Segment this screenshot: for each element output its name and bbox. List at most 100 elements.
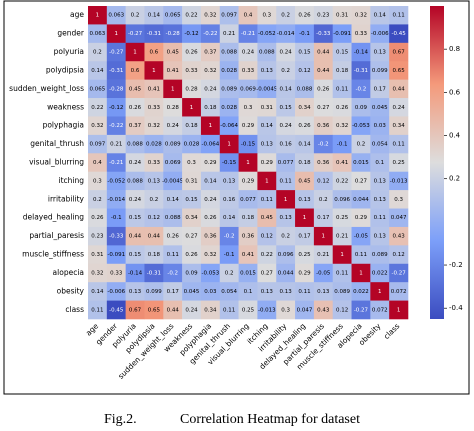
heatmap-cell	[200, 190, 221, 209]
heatmap-cell	[332, 116, 352, 136]
cell-label: -0.1	[224, 252, 235, 258]
heatmap-cell	[389, 134, 409, 154]
heatmap-cell	[389, 116, 409, 136]
heatmap-cell	[182, 263, 202, 283]
heatmap-cell	[313, 153, 334, 173]
cell-label: -0.052	[258, 31, 276, 37]
heatmap-cell	[351, 116, 371, 136]
cell-label: 0.14	[374, 13, 387, 19]
heatmap-cell	[295, 42, 315, 62]
heatmap-cell	[351, 153, 371, 173]
cell-label: 0.22	[185, 13, 197, 19]
cell-label: -0.31	[354, 68, 368, 74]
heatmap-cell	[219, 263, 239, 283]
heatmap-cell	[125, 300, 145, 320]
heatmap-cell	[163, 300, 183, 320]
y-tick-label: polyphagia	[43, 121, 84, 130]
heatmap-cell	[257, 6, 277, 25]
cell-label: 0.13	[223, 178, 236, 184]
heatmap-cell	[257, 153, 277, 173]
cell-label: 0.088	[221, 50, 237, 56]
cell-label: 0.13	[374, 50, 387, 56]
heatmap-cell	[313, 79, 334, 99]
cell-label: 0.26	[298, 123, 311, 129]
heatmap-cell	[332, 245, 352, 265]
cell-label: 0.096	[278, 252, 294, 258]
heatmap-cell	[88, 282, 108, 301]
heatmap-cell	[88, 263, 108, 283]
heatmap-cell	[295, 153, 315, 173]
cell-label: 0.17	[374, 86, 387, 92]
cell-label: 0.099	[146, 289, 162, 295]
heatmap-cell	[351, 300, 371, 320]
heatmap-cell	[313, 226, 334, 246]
cell-label: 0.36	[317, 160, 330, 166]
heatmap-cell	[106, 98, 126, 117]
heatmap-cell	[106, 300, 126, 320]
colorbar-tick-label: -0.2	[449, 261, 463, 269]
heatmap-cell	[163, 245, 183, 265]
heatmap-cell	[200, 245, 221, 265]
cell-label: 0.072	[372, 307, 388, 313]
heatmap-cell	[295, 190, 315, 209]
cell-label: 0.13	[374, 197, 387, 203]
cell-label: 0.36	[204, 234, 217, 240]
heatmap-cell	[238, 24, 258, 44]
heatmap-cell	[295, 226, 315, 246]
heatmap-cell	[88, 24, 108, 44]
heatmap-cell	[219, 134, 239, 154]
heatmap-cell	[332, 6, 352, 25]
heatmap-cell	[125, 153, 145, 173]
heatmap-cell	[389, 61, 409, 80]
heatmap-cell	[163, 98, 183, 117]
cell-label: -0.15	[241, 142, 256, 148]
cell-label: 1	[227, 142, 231, 148]
heatmap-cell	[200, 79, 221, 99]
heatmap-cell	[351, 61, 371, 80]
heatmap-cell	[332, 98, 352, 117]
heatmap-cell	[351, 134, 371, 154]
heatmap-cell	[200, 226, 221, 246]
heatmap-cell	[106, 245, 126, 265]
heatmap-cell	[313, 61, 334, 80]
cell-label: 0.11	[298, 289, 310, 295]
heatmap-cell	[332, 153, 352, 173]
heatmap-cell	[182, 6, 202, 25]
colorbar-tick-label: 0.4	[449, 132, 461, 140]
heatmap-cell	[200, 171, 221, 191]
heatmap-cell	[370, 190, 390, 209]
cell-label: 0.41	[167, 68, 179, 74]
heatmap-cell	[238, 79, 258, 99]
heatmap-cell	[88, 171, 108, 191]
cell-label: -0.33	[109, 234, 124, 240]
cell-label: 0.069	[165, 160, 181, 166]
cell-label: 0.41	[242, 252, 254, 258]
heatmap-cell	[163, 226, 183, 246]
heatmap-cell	[106, 116, 126, 136]
cell-label: 0.072	[391, 289, 407, 295]
cell-label: 0.022	[372, 270, 388, 276]
cell-label: 0.063	[90, 31, 106, 37]
cell-label: 1	[133, 50, 137, 56]
cell-label: 0.28	[167, 105, 180, 111]
cell-label: 0.17	[317, 215, 330, 221]
cell-label: 0.14	[223, 215, 236, 221]
cell-label: 0.33	[148, 105, 161, 111]
cell-label: -0.052	[107, 178, 125, 184]
cell-label: 0.25	[242, 307, 255, 313]
heatmap-cell	[125, 6, 145, 25]
heatmap-cell	[88, 79, 108, 99]
heatmap-cell	[389, 263, 409, 283]
cell-label: 0.13	[261, 289, 274, 295]
cell-label: 0.27	[261, 270, 274, 276]
heatmap-cell	[144, 79, 164, 99]
heatmap-cell	[276, 24, 296, 44]
heatmap-cell	[144, 134, 164, 154]
y-tick-label: partial_paresis	[29, 231, 84, 240]
cell-label: 0.17	[167, 289, 180, 295]
heatmap-cell	[313, 98, 334, 117]
heatmap-cell	[238, 42, 258, 62]
cell-label: 0.054	[372, 142, 388, 148]
heatmap-cell	[106, 190, 126, 209]
heatmap-cell	[370, 24, 390, 44]
